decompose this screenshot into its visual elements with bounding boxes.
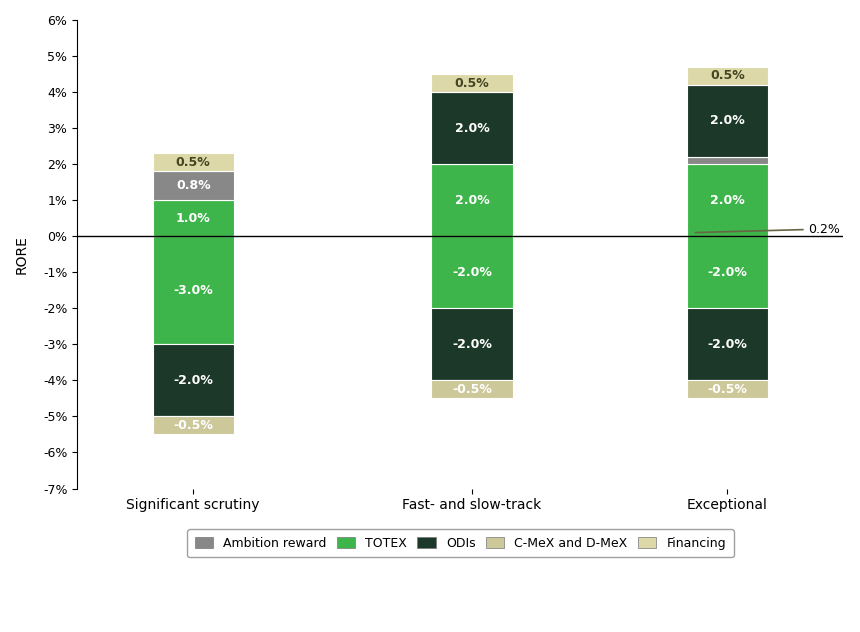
Bar: [431, 308, 513, 380]
Text: -2.0%: -2.0%: [452, 338, 492, 351]
Text: -0.5%: -0.5%: [452, 383, 492, 396]
Bar: [152, 154, 234, 171]
Y-axis label: RORE: RORE: [15, 235, 29, 274]
Text: -2.0%: -2.0%: [708, 338, 747, 351]
Bar: [152, 171, 234, 200]
Bar: [686, 236, 768, 308]
Legend: Ambition reward, TOTEX, ODIs, C-MeX and D-MeX, Financing: Ambition reward, TOTEX, ODIs, C-MeX and …: [187, 529, 734, 557]
Bar: [152, 236, 234, 344]
Text: 0.2%: 0.2%: [695, 222, 840, 236]
Bar: [686, 380, 768, 398]
Bar: [431, 380, 513, 398]
Text: 2.0%: 2.0%: [710, 193, 745, 207]
Text: -2.0%: -2.0%: [708, 266, 747, 279]
Text: -0.5%: -0.5%: [708, 383, 747, 396]
Text: 0.8%: 0.8%: [176, 179, 211, 192]
Text: 2.0%: 2.0%: [454, 121, 489, 135]
Bar: [431, 92, 513, 164]
Text: 0.5%: 0.5%: [454, 76, 489, 90]
Text: 1.0%: 1.0%: [175, 212, 211, 225]
Bar: [686, 157, 768, 164]
Bar: [152, 416, 234, 434]
Text: 2.0%: 2.0%: [454, 193, 489, 207]
Bar: [431, 236, 513, 308]
Bar: [431, 74, 513, 92]
Bar: [686, 67, 768, 85]
Text: -0.5%: -0.5%: [173, 419, 213, 432]
Bar: [152, 344, 234, 416]
Bar: [431, 164, 513, 236]
Text: 0.5%: 0.5%: [710, 70, 745, 82]
Bar: [686, 164, 768, 236]
Bar: [686, 308, 768, 380]
Text: 2.0%: 2.0%: [710, 114, 745, 128]
Text: -2.0%: -2.0%: [173, 374, 213, 387]
Bar: [686, 85, 768, 157]
Text: -2.0%: -2.0%: [452, 266, 492, 279]
Bar: [152, 200, 234, 236]
Text: 0.5%: 0.5%: [175, 156, 211, 169]
Text: -3.0%: -3.0%: [174, 284, 213, 297]
